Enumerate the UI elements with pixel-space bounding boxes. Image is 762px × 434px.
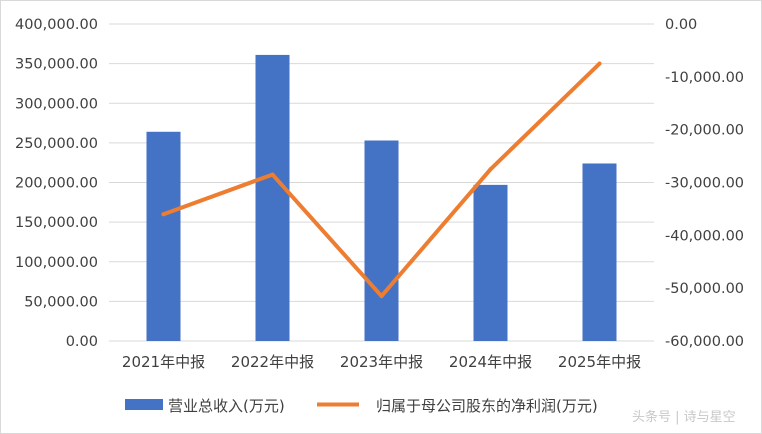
right-axis-ticks: -60,000.00 -50,000.00 -40,000.00 -30,000.00… — [665, 17, 744, 350]
x-axis-ticks: 2021年中报 2022年中报 2023年中报 2024年中报 2025年中报 — [122, 353, 641, 371]
revenue-bar — [582, 163, 617, 341]
left-tick-label: 300,000.00 — [15, 96, 98, 112]
left-tick-label: 400,000.00 — [15, 17, 98, 33]
left-tick-label: 200,000.00 — [15, 176, 98, 192]
x-tick-label: 2024年中报 — [449, 353, 532, 371]
right-tick-label: 0.00 — [665, 17, 697, 33]
x-tick-label: 2022年中报 — [231, 353, 314, 371]
right-tick-label: -30,000.00 — [665, 176, 744, 192]
revenue-bars — [146, 54, 617, 341]
right-tick-label: -40,000.00 — [665, 228, 744, 244]
legend-bar-label: 营业总收入(万元) — [168, 397, 285, 415]
left-tick-label: 150,000.00 — [15, 215, 98, 231]
left-tick-label: 50,000.00 — [24, 294, 98, 310]
left-axis-ticks: 0.00 50,000.00 100,000.00 150,000.00 200,000… — [15, 17, 98, 350]
net-profit-point — [597, 61, 602, 66]
right-tick-label: -50,000.00 — [665, 281, 744, 297]
net-profit-point — [488, 167, 493, 172]
watermark: 头条号 | 诗与星空 — [632, 409, 736, 425]
net-profit-point — [161, 212, 166, 217]
left-tick-label: 0.00 — [66, 334, 98, 350]
right-tick-label: -20,000.00 — [665, 123, 744, 139]
x-tick-label: 2021年中报 — [122, 353, 205, 371]
left-tick-label: 250,000.00 — [15, 136, 98, 152]
x-tick-label: 2025年中报 — [558, 353, 641, 371]
net-profit-point — [270, 172, 275, 177]
legend-bar-swatch — [125, 399, 163, 410]
legend: 营业总收入(万元) 归属于母公司股东的净利润(万元) — [125, 397, 598, 415]
revenue-bar — [255, 54, 290, 341]
revenue-bar — [364, 140, 399, 341]
net-profit-line — [161, 61, 602, 299]
left-tick-label: 100,000.00 — [15, 255, 98, 271]
net-profit-point — [379, 294, 384, 299]
revenue-bar — [473, 184, 508, 341]
revenue-bar — [146, 131, 181, 341]
legend-line-label: 归属于母公司股东的净利润(万元) — [376, 397, 598, 415]
x-tick-label: 2023年中报 — [340, 353, 423, 371]
right-tick-label: -60,000.00 — [665, 334, 744, 350]
left-tick-label: 350,000.00 — [15, 57, 98, 73]
right-tick-label: -10,000.00 — [665, 70, 744, 86]
